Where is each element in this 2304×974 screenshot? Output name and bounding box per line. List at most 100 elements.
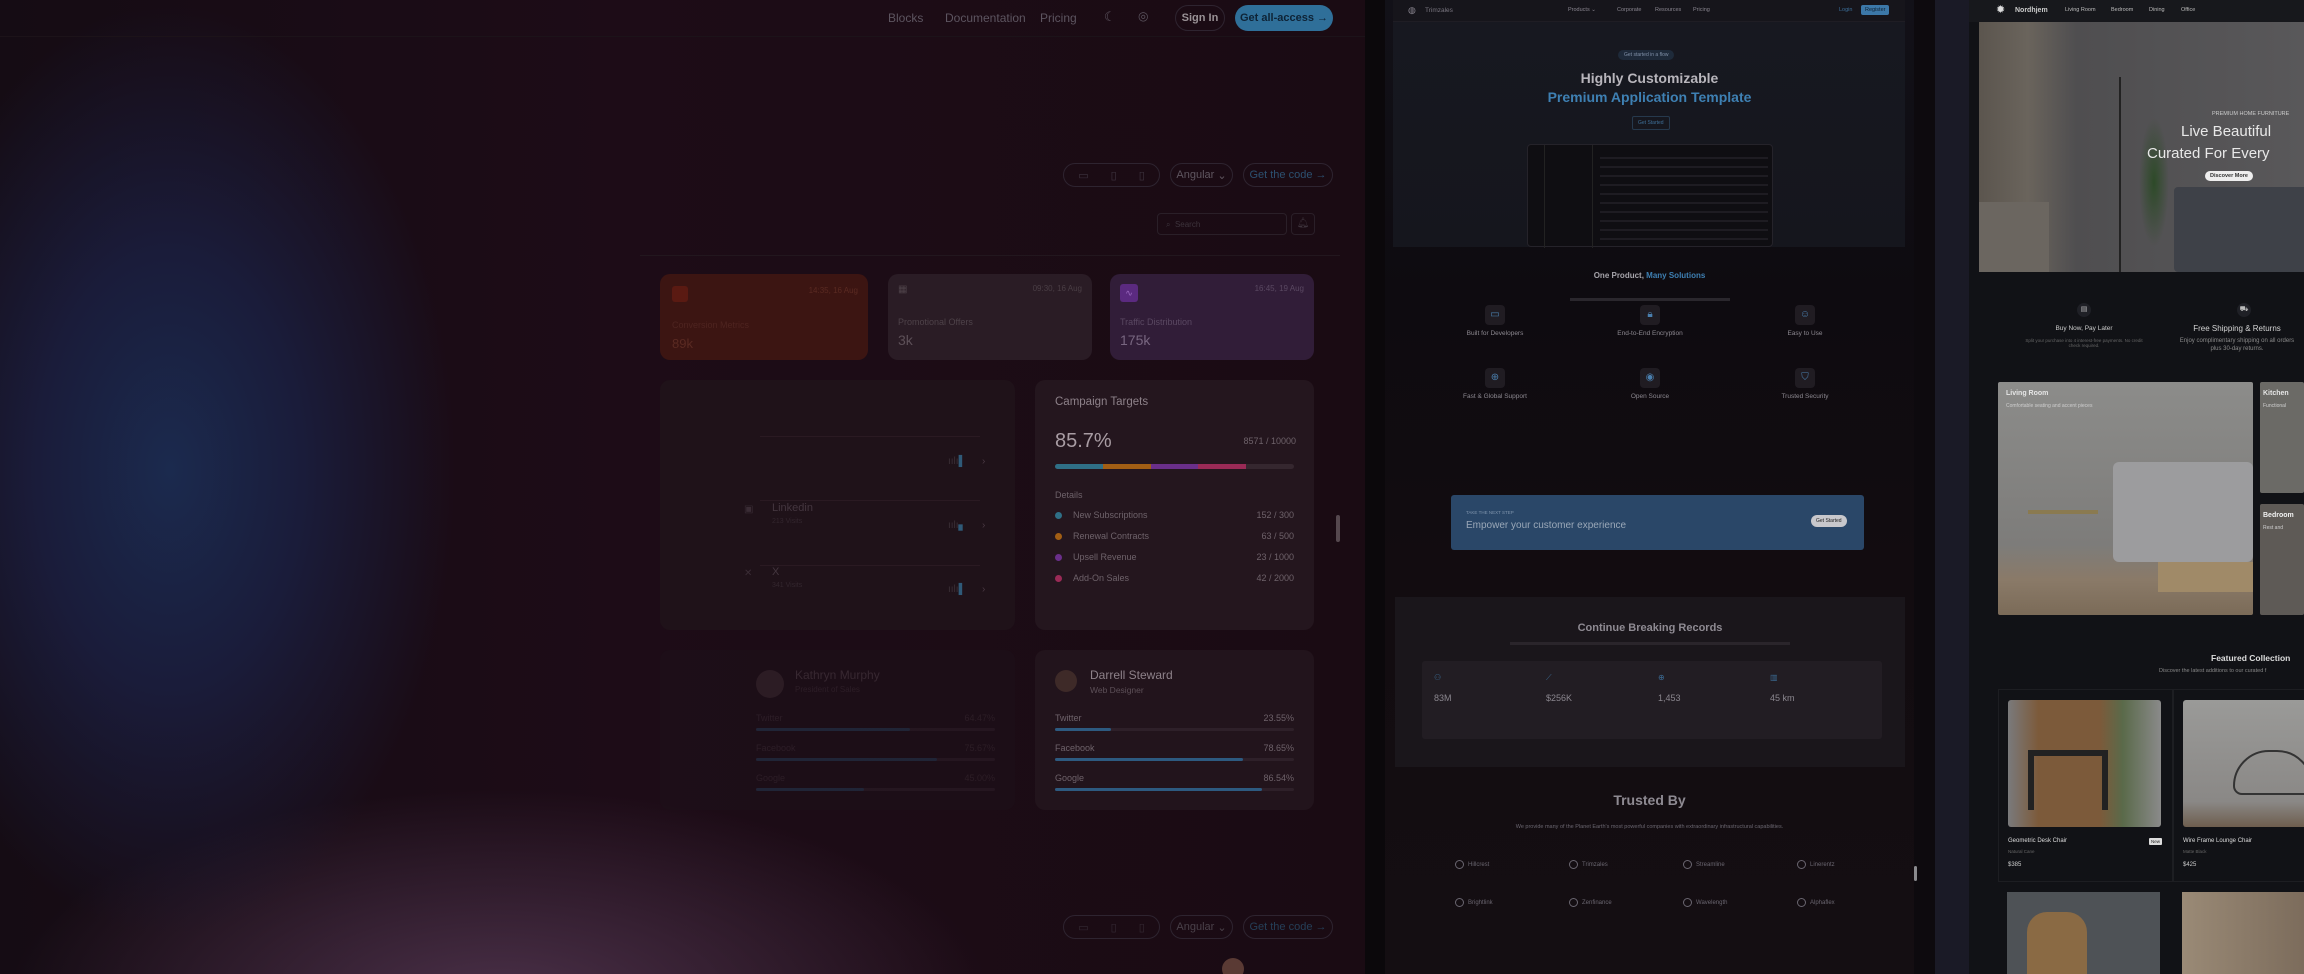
product-material: Matte Black bbox=[2183, 849, 2207, 854]
nav-blocks[interactable]: Blocks bbox=[888, 11, 924, 25]
moon-icon[interactable]: ☾ bbox=[1104, 9, 1116, 24]
person-card: Kathryn Murphy President of Sales Twitte… bbox=[660, 650, 1015, 810]
lock-icon: 🔒︎ bbox=[1640, 305, 1660, 325]
product-card[interactable]: Geometric Desk Chair New Natural Cane $3… bbox=[1998, 689, 2173, 882]
bell-icon[interactable]: 🔔︎ bbox=[1291, 213, 1315, 235]
hero-title-line1: Live Beautiful bbox=[2181, 123, 2272, 140]
get-code-button[interactable]: Get the code → bbox=[1243, 163, 1333, 187]
cta-get-started-button[interactable]: Get Started bbox=[1811, 515, 1847, 527]
desktop-icon[interactable]: ▭ bbox=[1078, 921, 1089, 934]
nav-dining[interactable]: Dining bbox=[2149, 7, 2165, 13]
stat-time: 16:45, 19 Aug bbox=[1254, 284, 1304, 293]
logo-icon bbox=[1683, 860, 1692, 869]
framework-select[interactable]: Angular ⌄ bbox=[1170, 163, 1233, 187]
brand-name[interactable]: Trimzales bbox=[1425, 7, 1453, 14]
chevron-right-icon[interactable]: › bbox=[982, 584, 986, 595]
social-name: X bbox=[772, 566, 780, 578]
globe-icon: ⊕ bbox=[1485, 368, 1505, 388]
nav-documentation[interactable]: Documentation bbox=[945, 11, 1026, 25]
get-code-button[interactable]: Get the code → bbox=[1243, 915, 1333, 939]
stat-bar-fill bbox=[1055, 758, 1243, 761]
person-name: Kathryn Murphy bbox=[795, 668, 880, 682]
sign-in-button[interactable]: Sign In bbox=[1175, 5, 1225, 31]
social-stat-row: Facebook 75.67% bbox=[756, 743, 995, 763]
logo-icon bbox=[1683, 898, 1692, 907]
campaign-detail-row: New Subscriptions 152 / 300 bbox=[1055, 510, 1294, 522]
detail-value: 23 / 1000 bbox=[1256, 552, 1294, 562]
partner-logo: Hillcrest bbox=[1455, 860, 1489, 869]
store-brand[interactable]: Nordhjem bbox=[2015, 7, 2048, 14]
social-name: Linkedin bbox=[772, 502, 813, 514]
nav-products[interactable]: Products ⌄ bbox=[1568, 7, 1596, 13]
device-toggle[interactable]: ▭ ▯ ▯ bbox=[1063, 163, 1160, 187]
detail-label: Add-On Sales bbox=[1073, 573, 1130, 583]
avatar bbox=[1055, 670, 1077, 692]
person-name: Darrell Steward bbox=[1090, 668, 1173, 682]
nav-pricing[interactable]: Pricing bbox=[1693, 7, 1710, 13]
logo-name: Streamline bbox=[1696, 861, 1725, 868]
mobile-icon[interactable]: ▯ bbox=[1138, 169, 1145, 182]
stat-bar bbox=[756, 788, 995, 791]
avatar bbox=[1222, 958, 1244, 974]
furniture-store-preview: ✹ Nordhjem Living Room Bedroom Dining Of… bbox=[1969, 0, 2304, 974]
avatar bbox=[756, 670, 784, 698]
stat-bar bbox=[1055, 758, 1294, 761]
product-name: Wire Frame Lounge Chair bbox=[2183, 838, 2253, 844]
globe-icon: ⊕ bbox=[1658, 673, 1665, 682]
room-title: Bedroom bbox=[2263, 512, 2294, 519]
scrollbar-thumb[interactable] bbox=[1336, 515, 1340, 542]
chevron-right-icon[interactable]: › bbox=[982, 456, 986, 467]
register-button[interactable]: Register bbox=[1861, 5, 1890, 15]
framework-value: Angular bbox=[1176, 921, 1215, 933]
hero-subtitle: Premium Application Template bbox=[1547, 89, 1752, 105]
records-section: Continue Breaking Records ⚇ ⟋ ⊕ ▥ 83M $2… bbox=[1395, 597, 1905, 767]
get-all-access-button[interactable]: Get all-access → bbox=[1235, 5, 1333, 31]
search-input[interactable]: ⌕ Search bbox=[1157, 213, 1287, 235]
nav-corporate[interactable]: Corporate bbox=[1617, 7, 1642, 13]
cta-banner: TAKE THE NEXT STEP Empower your customer… bbox=[1451, 495, 1864, 550]
stat-percent: 64.47% bbox=[964, 713, 995, 723]
get-started-button[interactable]: Get Started bbox=[1632, 116, 1670, 130]
discover-more-button[interactable]: Discover More bbox=[2205, 171, 2253, 181]
tablet-icon[interactable]: ▯ bbox=[1110, 169, 1117, 182]
room-card-bedroom[interactable]: Bedroom Rest and bbox=[2260, 504, 2304, 615]
logo-icon bbox=[1455, 860, 1464, 869]
stat-percent: 86.54% bbox=[1263, 773, 1294, 783]
login-link[interactable]: Login bbox=[1839, 7, 1853, 13]
desktop-icon[interactable]: ▭ bbox=[1078, 169, 1089, 182]
nav-resources[interactable]: Resources bbox=[1655, 7, 1682, 13]
x-icon: ✕ bbox=[744, 568, 753, 579]
product-card[interactable]: Wire Frame Lounge Chair Matte Black $425 bbox=[2173, 689, 2304, 882]
stat-percent: 78.65% bbox=[1263, 743, 1294, 753]
nav-office[interactable]: Office bbox=[2181, 7, 2196, 13]
detail-label: New Subscriptions bbox=[1073, 510, 1148, 520]
perk-desc: Enjoy complimentary shipping on all orde… bbox=[2179, 338, 2295, 352]
nav-pricing[interactable]: Pricing bbox=[1040, 11, 1077, 25]
github-icon[interactable]: ◎ bbox=[1138, 9, 1149, 23]
logo-name: Trimzales bbox=[1582, 861, 1608, 868]
nav-bedroom[interactable]: Bedroom bbox=[2111, 7, 2134, 13]
product-name: Geometric Desk Chair bbox=[2008, 838, 2068, 844]
feature-item: ⛉ Trusted Security bbox=[1720, 368, 1890, 400]
tablet-icon[interactable]: ▯ bbox=[1110, 921, 1117, 934]
scrollbar-thumb[interactable] bbox=[1914, 866, 1917, 881]
cta-eyebrow: TAKE THE NEXT STEP bbox=[1466, 510, 1514, 515]
logo-icon bbox=[1797, 860, 1806, 869]
stat-label: Facebook bbox=[756, 743, 796, 753]
nav-living-room[interactable]: Living Room bbox=[2065, 7, 2096, 13]
logo-name: Zenfinance bbox=[1582, 899, 1612, 906]
framework-select[interactable]: Angular ⌄ bbox=[1170, 915, 1233, 939]
mobile-icon[interactable]: ▯ bbox=[1138, 921, 1145, 934]
stat-title: Promotional Offers bbox=[898, 317, 973, 327]
perk-title: Free Shipping & Returns bbox=[2193, 324, 2281, 333]
gift-icon: ▦ bbox=[898, 284, 908, 295]
stat-label: Twitter bbox=[756, 713, 783, 723]
social-stat-row: Facebook 78.65% bbox=[1055, 743, 1294, 763]
room-desc: Rest and bbox=[2263, 525, 2284, 531]
room-card-living-room[interactable]: Living Room Comfortable seating and acce… bbox=[1998, 382, 2253, 615]
app-screenshot bbox=[1527, 144, 1773, 248]
chevron-right-icon[interactable]: › bbox=[982, 520, 986, 531]
stat-time: 14:35, 16 Aug bbox=[808, 286, 858, 295]
device-toggle[interactable]: ▭ ▯ ▯ bbox=[1063, 915, 1160, 939]
room-card-kitchen[interactable]: Kitchen Functional bbox=[2260, 382, 2304, 493]
